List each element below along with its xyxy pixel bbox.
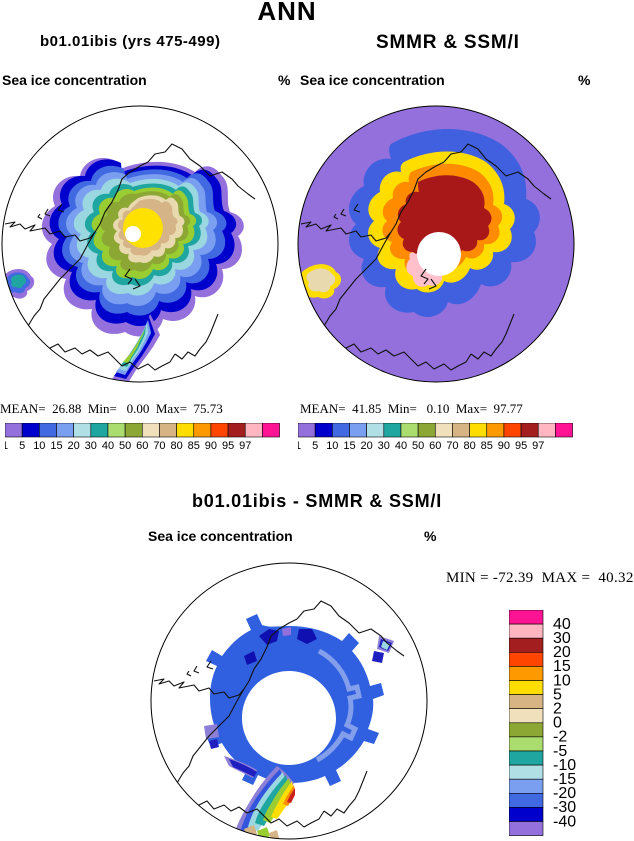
- svg-text:70: 70: [153, 440, 165, 452]
- svg-text:95: 95: [515, 440, 527, 452]
- svg-text:90: 90: [205, 440, 217, 452]
- svg-text:50: 50: [412, 440, 424, 452]
- svg-text:50: 50: [119, 440, 131, 452]
- svg-text:40: 40: [102, 440, 114, 452]
- svg-text:80: 80: [463, 440, 475, 452]
- svg-text:30: 30: [378, 440, 390, 452]
- svg-text:20: 20: [361, 440, 373, 452]
- svg-text:80: 80: [170, 440, 182, 452]
- svg-text:60: 60: [429, 440, 441, 452]
- svg-text:10: 10: [326, 440, 338, 452]
- svg-text:90: 90: [498, 440, 510, 452]
- svg-text:10: 10: [33, 440, 45, 452]
- svg-text:1: 1: [5, 440, 8, 452]
- svg-text:85: 85: [188, 440, 200, 452]
- svg-text:-40: -40: [553, 813, 576, 830]
- svg-text:40: 40: [395, 440, 407, 452]
- svg-text:15: 15: [50, 440, 62, 452]
- svg-text:60: 60: [136, 440, 148, 452]
- svg-text:20: 20: [68, 440, 80, 452]
- svg-text:85: 85: [481, 440, 493, 452]
- svg-text:15: 15: [343, 440, 355, 452]
- svg-text:1: 1: [298, 440, 301, 452]
- svg-text:97: 97: [239, 440, 251, 452]
- svg-text:97: 97: [532, 440, 544, 452]
- svg-text:30: 30: [85, 440, 97, 452]
- svg-text:5: 5: [19, 440, 25, 452]
- svg-text:5: 5: [312, 440, 318, 452]
- svg-text:95: 95: [222, 440, 234, 452]
- svg-text:70: 70: [446, 440, 458, 452]
